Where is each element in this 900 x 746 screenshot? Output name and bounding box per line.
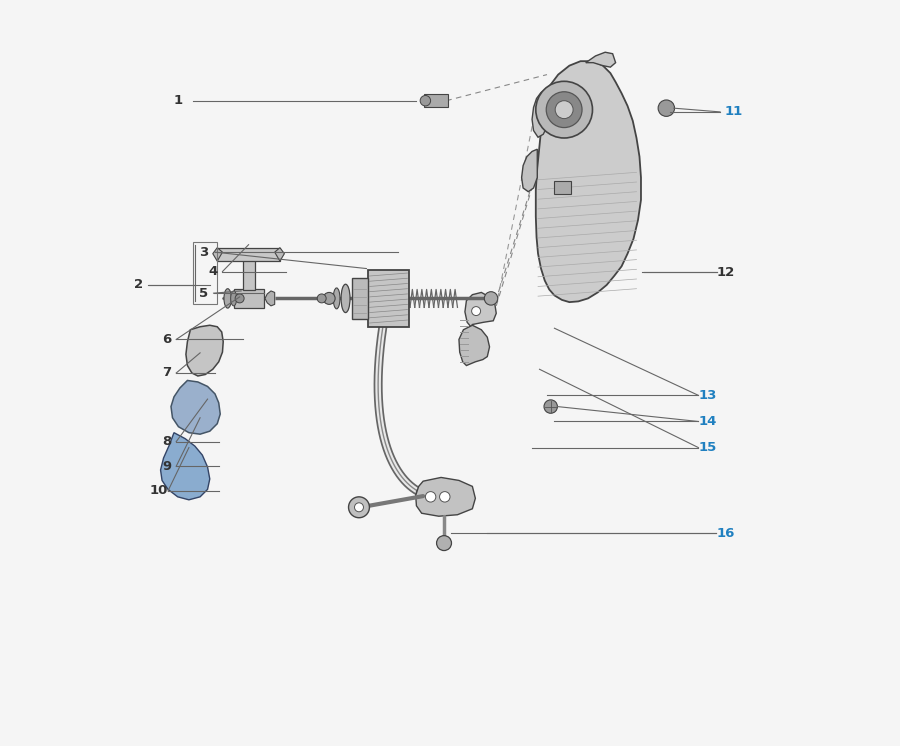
- Ellipse shape: [230, 291, 237, 306]
- Circle shape: [555, 101, 573, 119]
- FancyBboxPatch shape: [368, 270, 409, 327]
- FancyBboxPatch shape: [234, 289, 264, 308]
- Text: 11: 11: [724, 105, 742, 119]
- Ellipse shape: [341, 284, 350, 313]
- Circle shape: [348, 497, 369, 518]
- Polygon shape: [536, 61, 641, 302]
- Ellipse shape: [333, 288, 340, 309]
- Polygon shape: [416, 477, 475, 516]
- Text: 8: 8: [162, 435, 171, 448]
- Polygon shape: [274, 248, 284, 261]
- Text: 10: 10: [150, 484, 168, 498]
- Circle shape: [317, 294, 326, 303]
- Polygon shape: [212, 248, 222, 261]
- FancyBboxPatch shape: [554, 181, 571, 194]
- Circle shape: [544, 400, 557, 413]
- Circle shape: [546, 92, 582, 128]
- Text: 5: 5: [199, 286, 209, 300]
- Text: 13: 13: [698, 389, 716, 402]
- FancyBboxPatch shape: [424, 94, 448, 107]
- Circle shape: [323, 292, 335, 304]
- Polygon shape: [586, 52, 616, 67]
- FancyBboxPatch shape: [352, 278, 368, 319]
- Polygon shape: [265, 291, 274, 306]
- Circle shape: [484, 292, 498, 305]
- Text: 6: 6: [162, 333, 171, 346]
- Text: 4: 4: [209, 265, 218, 278]
- Circle shape: [420, 95, 430, 106]
- Polygon shape: [459, 325, 490, 366]
- Circle shape: [426, 492, 436, 502]
- Polygon shape: [160, 433, 210, 500]
- Circle shape: [355, 503, 364, 512]
- Text: 16: 16: [716, 527, 735, 540]
- Text: 12: 12: [717, 266, 735, 279]
- Text: 2: 2: [134, 278, 143, 292]
- Text: 15: 15: [698, 441, 716, 454]
- Polygon shape: [532, 90, 547, 137]
- Polygon shape: [217, 248, 280, 261]
- Text: 1: 1: [173, 94, 183, 107]
- Polygon shape: [186, 325, 223, 376]
- Polygon shape: [243, 257, 255, 290]
- Text: 7: 7: [162, 366, 171, 380]
- Text: 14: 14: [698, 415, 716, 428]
- Polygon shape: [522, 149, 537, 192]
- Ellipse shape: [224, 289, 231, 308]
- Circle shape: [439, 492, 450, 502]
- Text: 9: 9: [162, 460, 171, 473]
- Circle shape: [436, 536, 452, 551]
- Text: 3: 3: [199, 245, 209, 259]
- Circle shape: [536, 81, 592, 138]
- Circle shape: [235, 294, 244, 303]
- Circle shape: [472, 307, 481, 316]
- Polygon shape: [465, 292, 496, 327]
- Circle shape: [658, 100, 674, 116]
- Polygon shape: [171, 380, 220, 434]
